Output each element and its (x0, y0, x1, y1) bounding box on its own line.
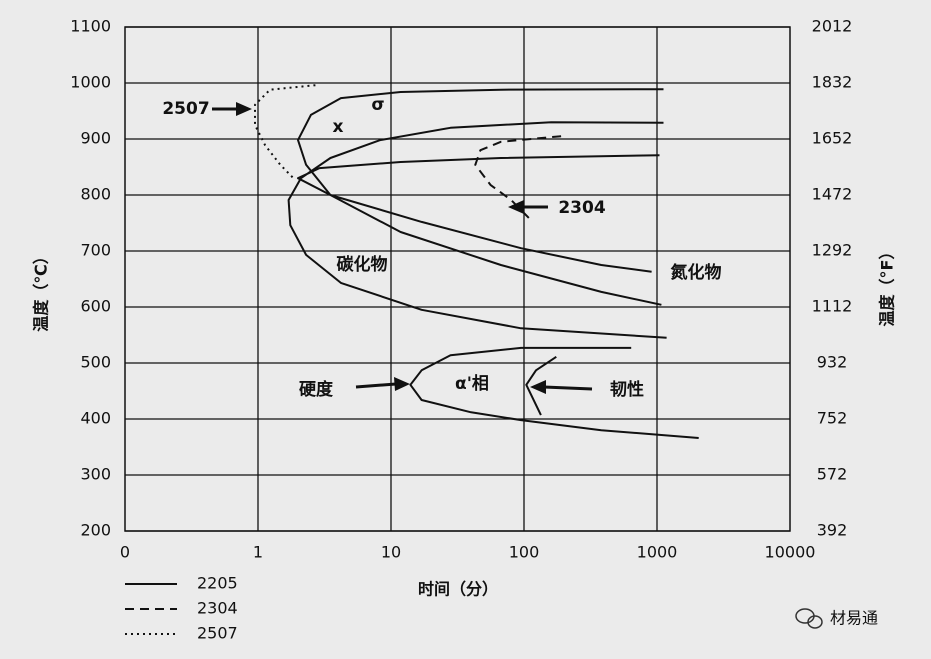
y-axis-title: 温度（℃） (32, 248, 51, 332)
y-tick-label: 700 (80, 241, 111, 260)
annotation: 2304 (558, 198, 605, 218)
y-tick-label: 400 (80, 409, 111, 428)
x-tick-label: 100 (509, 543, 540, 562)
y-tick-label: 600 (80, 297, 111, 316)
annotation: x (333, 117, 344, 137)
x-tick-label: 10000 (765, 543, 816, 562)
y2-tick-label: 1652 (812, 129, 853, 148)
annotation: 碳化物 (337, 254, 388, 275)
legend-label: 2304 (197, 599, 238, 618)
y2-tick-label: 932 (817, 353, 848, 372)
y2-tick-label: 1112 (812, 297, 853, 316)
annotation: 硬度 (299, 379, 334, 400)
x-tick-label: 1000 (637, 543, 678, 562)
curve (474, 135, 562, 221)
y2-tick-label: 752 (817, 409, 848, 428)
icon-bubble (807, 615, 823, 629)
y-tick-label: 200 (80, 521, 111, 540)
arrows (212, 102, 593, 394)
y2-tick-label: 572 (817, 465, 848, 484)
y2-axis-title: 温度（°F） (878, 244, 897, 328)
wechat-icon (795, 608, 823, 629)
y-tick-label: 900 (80, 129, 111, 148)
y2-tick-label: 1292 (812, 241, 853, 260)
x-tick-label: 10 (381, 543, 401, 562)
arrow (543, 385, 593, 391)
legend-label: 2507 (197, 624, 238, 643)
x-axis-title: 时间（分） (418, 580, 498, 599)
watermark: 材易通 (830, 609, 878, 628)
x-tick-label: 0 (120, 543, 130, 562)
annotation: σ (371, 95, 384, 115)
y-tick-label: 500 (80, 353, 111, 372)
curve (287, 88, 699, 439)
x-tick-label: 1 (253, 543, 263, 562)
annotation: 氮化物 (671, 262, 722, 283)
arrow-head (394, 377, 410, 391)
arrow-head (508, 200, 524, 214)
annotation: α'相 (455, 373, 489, 394)
annotation: 韧性 (610, 379, 644, 400)
annotation: 2507 (162, 99, 209, 119)
arrow-head (530, 380, 546, 394)
y2-tick-label: 1832 (812, 73, 853, 92)
arrow-head (236, 102, 252, 116)
arrow (355, 382, 397, 389)
y-tick-label: 1000 (70, 73, 111, 92)
y2-tick-label: 2012 (812, 17, 853, 36)
y2-tick-label: 1472 (812, 185, 853, 204)
y-tick-label: 1100 (70, 17, 111, 36)
legend-label: 2205 (197, 574, 238, 593)
y-tick-label: 300 (80, 465, 111, 484)
y-tick-label: 800 (80, 185, 111, 204)
y2-tick-label: 392 (817, 521, 848, 540)
